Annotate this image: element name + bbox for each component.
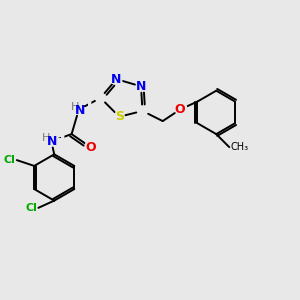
Text: N: N xyxy=(136,80,146,93)
Text: O: O xyxy=(175,103,185,116)
Text: N: N xyxy=(111,73,122,85)
Text: O: O xyxy=(85,141,96,154)
Text: CH₃: CH₃ xyxy=(231,142,249,152)
Text: N: N xyxy=(75,103,85,117)
Text: N: N xyxy=(110,70,123,88)
Text: O: O xyxy=(83,138,98,156)
Text: N: N xyxy=(47,135,58,148)
Text: NH: NH xyxy=(36,132,66,150)
Text: O: O xyxy=(173,100,187,118)
Text: Cl: Cl xyxy=(25,203,37,213)
Text: N: N xyxy=(134,77,148,95)
Text: S: S xyxy=(115,110,124,123)
Text: Cl: Cl xyxy=(4,155,15,165)
Text: H: H xyxy=(42,134,50,143)
Text: NH: NH xyxy=(64,100,94,118)
Text: H: H xyxy=(71,102,80,112)
Text: S: S xyxy=(113,108,125,126)
